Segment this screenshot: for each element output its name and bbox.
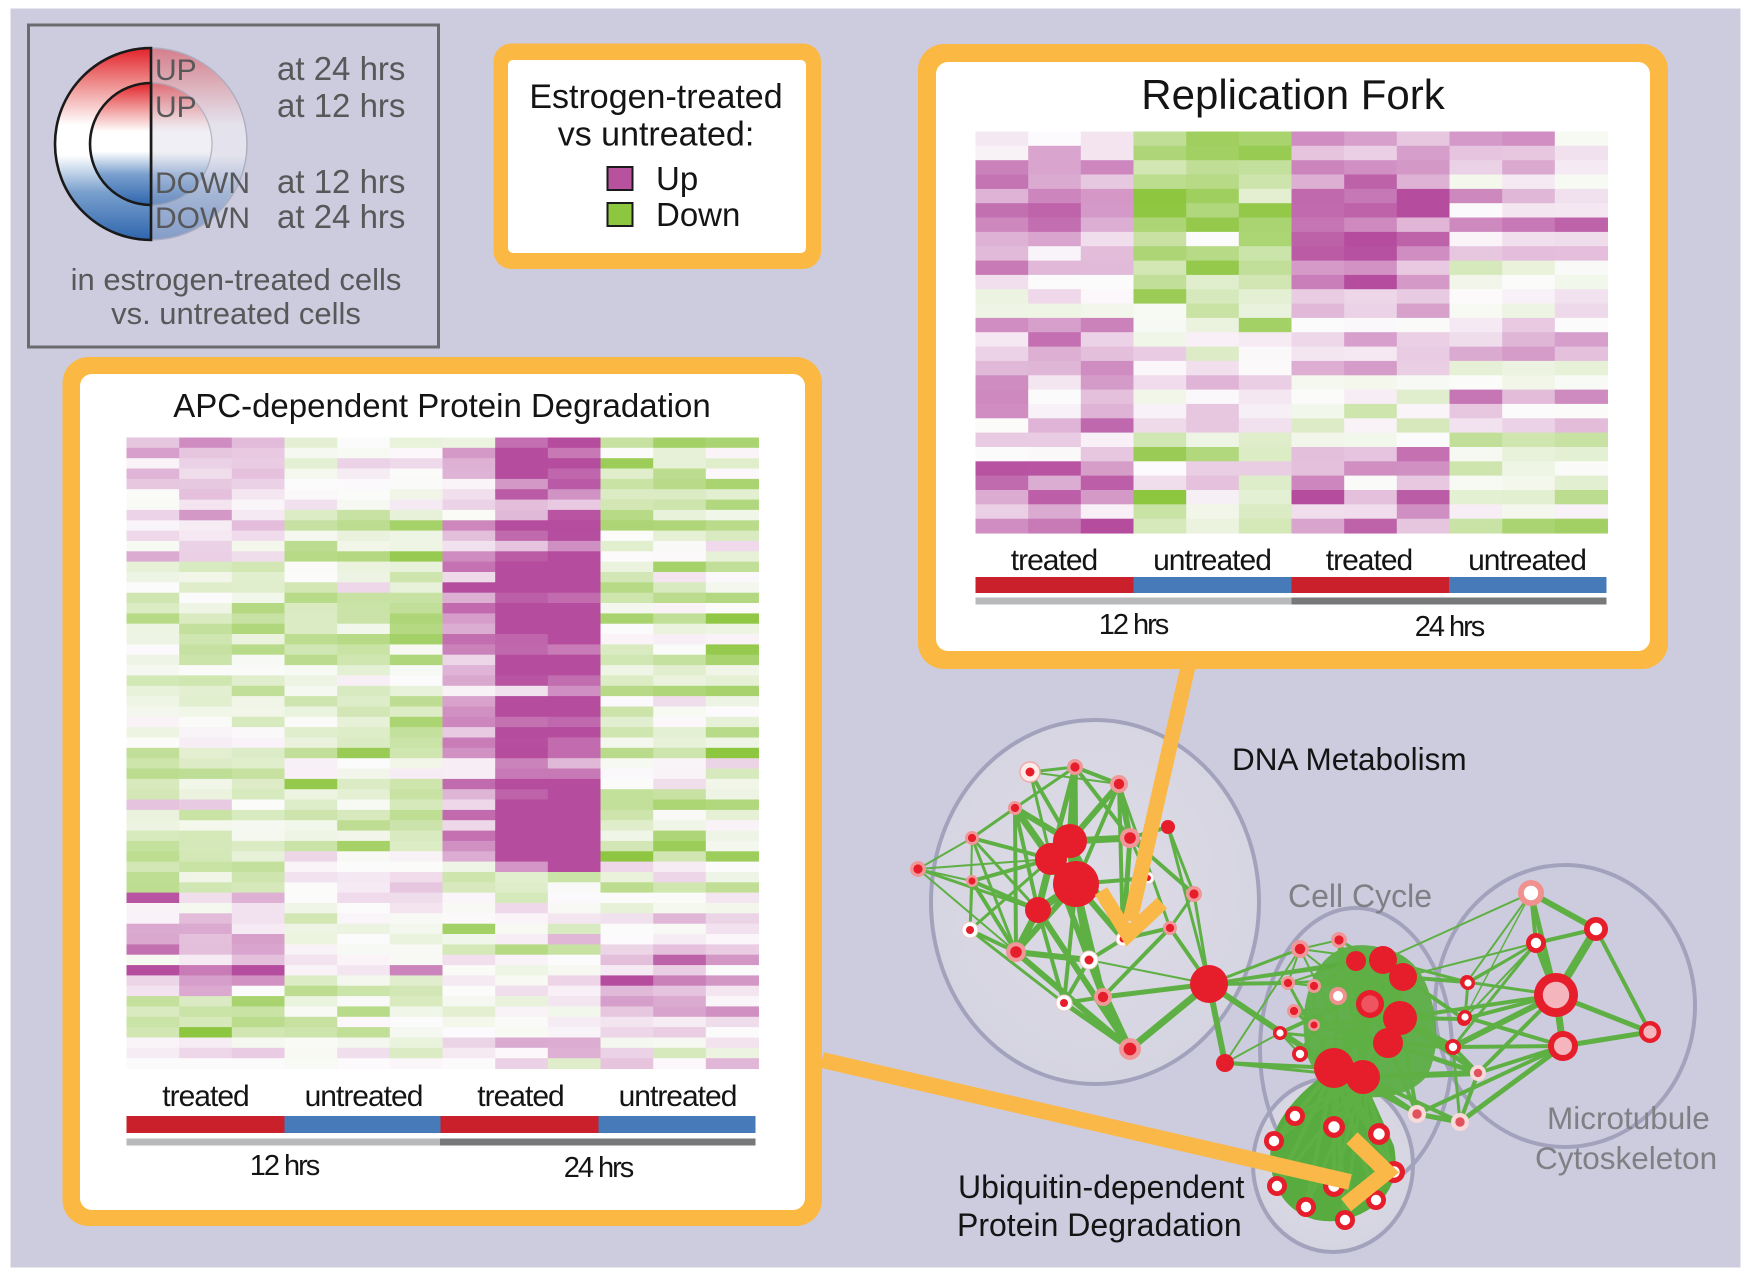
svg-text:treated: treated [477, 1080, 563, 1113]
svg-text:UP: UP [155, 91, 197, 124]
svg-text:at 12 hrs: at 12 hrs [277, 87, 405, 124]
svg-text:DOWN: DOWN [155, 202, 250, 235]
svg-text:Down: Down [656, 196, 740, 233]
svg-text:at 12 hrs: at 12 hrs [277, 163, 405, 200]
svg-text:untreated: untreated [1153, 544, 1271, 577]
svg-text:Replication Fork: Replication Fork [1141, 71, 1445, 118]
svg-text:treated: treated [162, 1080, 248, 1113]
svg-text:vs untreated:: vs untreated: [558, 116, 755, 154]
svg-text:12 hrs: 12 hrs [1099, 609, 1169, 641]
svg-text:at 24 hrs: at 24 hrs [277, 198, 405, 235]
svg-text:12 hrs: 12 hrs [250, 1150, 320, 1182]
svg-text:in estrogen-treated cells: in estrogen-treated cells [71, 262, 402, 297]
svg-text:Ubiquitin-dependent: Ubiquitin-dependent [958, 1169, 1245, 1205]
svg-text:Microtubule: Microtubule [1547, 1100, 1710, 1136]
svg-text:DOWN: DOWN [155, 167, 250, 200]
svg-text:APC-dependent Protein Degradat: APC-dependent Protein Degradation [173, 387, 711, 424]
svg-text:at 24 hrs: at 24 hrs [277, 50, 405, 87]
svg-text:24 hrs: 24 hrs [564, 1152, 634, 1184]
svg-text:Protein Degradation: Protein Degradation [957, 1207, 1242, 1243]
svg-text:untreated: untreated [305, 1080, 423, 1113]
svg-text:treated: treated [1011, 544, 1097, 577]
svg-text:treated: treated [1326, 544, 1412, 577]
svg-text:Cytoskeleton: Cytoskeleton [1535, 1140, 1717, 1176]
svg-text:untreated: untreated [1468, 544, 1586, 577]
svg-text:Cell Cycle: Cell Cycle [1288, 878, 1432, 914]
svg-text:untreated: untreated [619, 1080, 737, 1113]
svg-text:24 hrs: 24 hrs [1415, 611, 1485, 643]
svg-text:vs. untreated cells: vs. untreated cells [111, 296, 361, 331]
svg-text:UP: UP [155, 54, 197, 87]
svg-text:Up: Up [656, 160, 698, 197]
svg-text:DNA Metabolism: DNA Metabolism [1232, 741, 1467, 777]
svg-text:Estrogen-treated: Estrogen-treated [529, 78, 782, 116]
